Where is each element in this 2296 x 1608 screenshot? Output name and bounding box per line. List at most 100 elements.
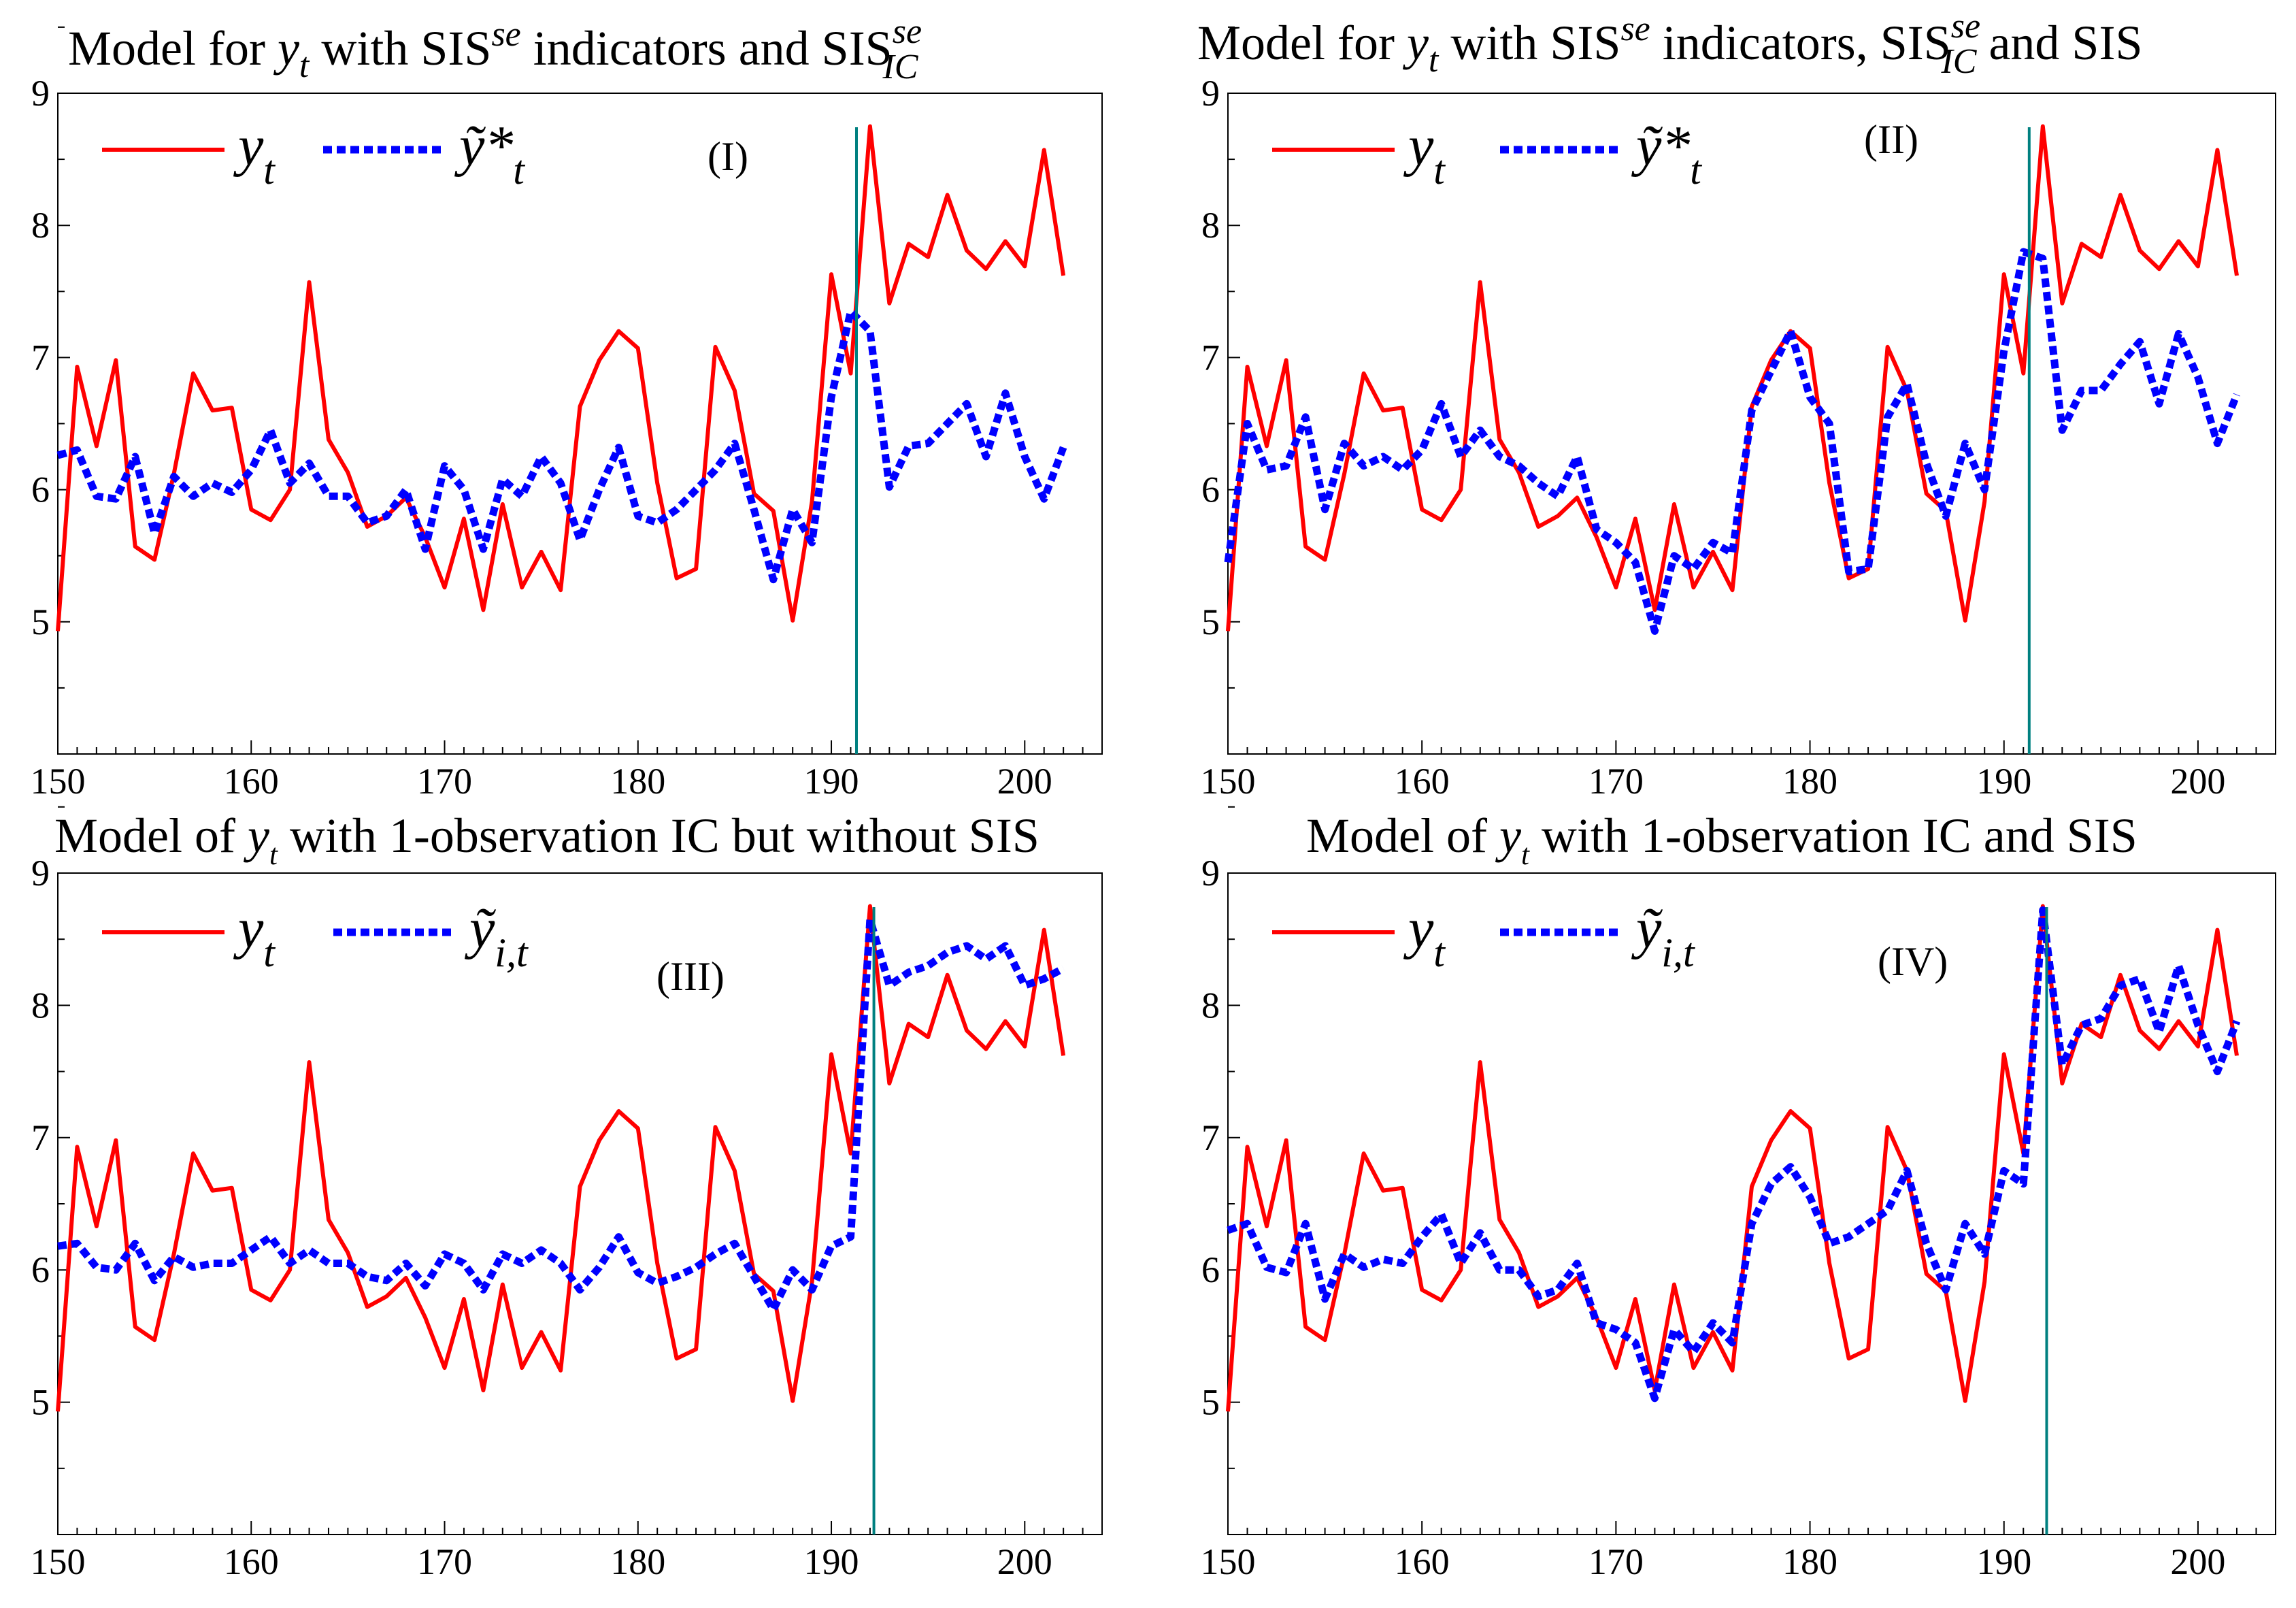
series-line-fitted (56, 307, 1067, 584)
title-y-subscript: t (1429, 41, 1440, 80)
legend-y-subscript: t (263, 930, 276, 975)
x-tick-label: 150 (1201, 761, 1256, 802)
legend-label-y: yt (233, 897, 276, 975)
title-text: Model for (1197, 16, 1407, 70)
y-tick-label: 9 (1201, 853, 1220, 893)
legend-fitted-symbol: ỹ* (454, 114, 513, 178)
x-tick-label: 160 (1395, 761, 1450, 802)
legend: yt ỹ*t (102, 114, 525, 193)
title-text: with SIS (1438, 16, 1620, 70)
chart-title: Model of yt with 1-observation IC but wi… (54, 808, 1039, 871)
x-tick-label: 190 (804, 761, 859, 802)
y-tick-label: 6 (1201, 470, 1220, 510)
x-tick-label: 190 (1976, 761, 2031, 802)
y-tick-label: 8 (31, 205, 50, 246)
title-superscript: se (491, 15, 520, 54)
legend-fitted-subscript: i,t (495, 930, 529, 975)
panel-label: (I) (708, 134, 748, 179)
title-text: indicators, SIS (1650, 16, 1951, 70)
series-line-fitted (1227, 906, 2241, 1402)
x-tick-label: 200 (997, 761, 1052, 802)
title-superscript: se (1951, 7, 1980, 46)
chart-title: Model for yt with SISse indicators, SISs… (1197, 7, 2143, 81)
legend-y-symbol: y (233, 114, 264, 178)
title-text: Model of (1306, 808, 1499, 863)
legend-fitted-symbol: ỹ (464, 897, 497, 960)
x-tick-label: 170 (417, 1541, 472, 1582)
x-tick-label: 190 (804, 1541, 859, 1582)
y-tick-label: 5 (1201, 602, 1220, 642)
legend-label-fitted: ỹi,t (1631, 897, 1695, 975)
legend-fitted-symbol: ỹ* (1631, 114, 1690, 178)
y-tick-label: 8 (1201, 985, 1220, 1025)
y-tick-label: 8 (31, 985, 50, 1025)
y-tick-label: 5 (1201, 1382, 1220, 1423)
title-text: with 1-observation IC but without SIS (278, 808, 1039, 863)
y-tick-label: 9 (31, 853, 50, 893)
title-text: Model for (68, 21, 278, 76)
x-tick-label: 180 (1782, 761, 1837, 802)
y-tick-label: 6 (31, 470, 50, 510)
y-tick-label: 7 (1201, 1117, 1220, 1158)
legend-y-subscript: t (263, 148, 276, 193)
legend-label-fitted: ỹi,t (464, 897, 529, 975)
x-tick-label: 180 (1782, 1541, 1837, 1582)
title-y-symbol: y (273, 21, 299, 76)
legend-fitted-subscript: t (1690, 148, 1702, 193)
panel-label: (III) (656, 954, 725, 999)
title-text: indicators and SIS (521, 21, 893, 76)
legend-label-fitted: ỹ*t (1631, 114, 1702, 193)
legend-y-subscript: t (1433, 148, 1446, 193)
x-tick-label: 150 (1201, 1541, 1256, 1582)
series-line-y (56, 904, 1066, 1412)
x-tick-label: 150 (31, 761, 86, 802)
x-tick-label: 170 (1588, 1541, 1644, 1582)
legend: yt ỹi,t (1272, 897, 1695, 975)
legend-y-symbol: y (233, 897, 264, 960)
legend-label-y: yt (1403, 114, 1446, 193)
title-y-symbol: y (243, 808, 269, 863)
legend: yt ỹ*t (1272, 114, 1702, 193)
title-text: with SIS (309, 21, 491, 76)
legend-label-fitted: ỹ*t (454, 114, 525, 193)
x-tick-label: 170 (1588, 761, 1644, 802)
title-text: with 1-observation IC and SIS (1529, 808, 2137, 863)
y-tick-label: 5 (31, 1382, 50, 1423)
x-tick-label: 150 (31, 1541, 86, 1582)
legend-fitted-subscript: t (513, 148, 525, 193)
x-tick-label: 170 (417, 761, 472, 802)
legend-y-subscript: t (1433, 930, 1446, 975)
title-subscript: IC (1940, 42, 1977, 81)
panel-label: (IV) (1878, 939, 1948, 984)
series-line-y (1226, 904, 2239, 1412)
title-y-subscript: t (269, 839, 278, 871)
y-tick-label: 6 (1201, 1249, 1220, 1290)
title-y-symbol: y (1402, 16, 1429, 70)
x-tick-label: 180 (610, 1541, 665, 1582)
legend-fitted-symbol: ỹ (1631, 897, 1663, 960)
legend-y-symbol: y (1403, 114, 1434, 178)
x-tick-label: 180 (610, 761, 665, 802)
y-tick-label: 7 (1201, 337, 1220, 378)
x-tick-label: 200 (2170, 1541, 2225, 1582)
legend-y-symbol: y (1403, 897, 1434, 960)
legend-label-y: yt (233, 114, 276, 193)
y-tick-label: 6 (31, 1249, 50, 1290)
series-line-y (56, 124, 1066, 631)
legend-fitted-subscript: i,t (1661, 930, 1695, 975)
legend-label-y: yt (1403, 897, 1446, 975)
title-text: and SIS (1976, 16, 2142, 70)
title-text: Model of (54, 808, 248, 863)
y-tick-label: 8 (1201, 205, 1220, 246)
x-tick-label: 160 (1395, 1541, 1450, 1582)
y-tick-label: 9 (31, 73, 50, 114)
series-line-fitted (1224, 248, 2241, 635)
x-tick-label: 200 (2170, 761, 2225, 802)
chart-title: Model for yt with SISse indicators and S… (68, 12, 922, 86)
title-y-symbol: y (1495, 808, 1521, 863)
x-tick-label: 190 (1976, 1541, 2031, 1582)
title-superscript: se (1620, 10, 1650, 48)
series-line-y (1226, 124, 2239, 631)
